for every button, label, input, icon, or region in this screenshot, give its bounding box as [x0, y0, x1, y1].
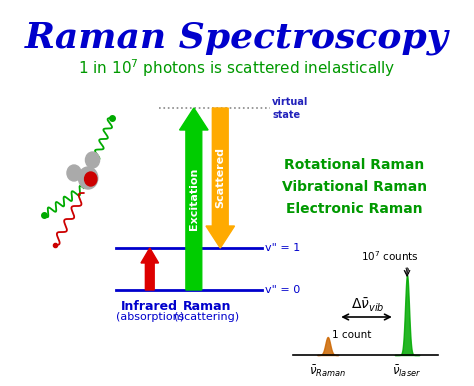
Text: Infrared: Infrared: [121, 300, 178, 313]
Text: $\bar{\nu}_{laser}$: $\bar{\nu}_{laser}$: [392, 363, 421, 379]
Text: $\bar{\nu}_{Raman}$: $\bar{\nu}_{Raman}$: [309, 363, 346, 379]
Text: Raman Spectroscopy: Raman Spectroscopy: [25, 21, 449, 55]
Text: (scattering): (scattering): [174, 312, 240, 322]
Text: 1 in 10$^7$ photons is scattered inelastically: 1 in 10$^7$ photons is scattered inelast…: [78, 57, 396, 79]
Text: Electronic Raman: Electronic Raman: [286, 202, 422, 216]
Circle shape: [67, 165, 81, 181]
Text: Vibrational Raman: Vibrational Raman: [282, 180, 427, 194]
Text: Excitation: Excitation: [189, 168, 199, 230]
Circle shape: [78, 167, 98, 189]
Text: v" = 1: v" = 1: [265, 243, 301, 253]
FancyArrow shape: [141, 248, 159, 290]
Text: 1 count: 1 count: [332, 330, 372, 340]
Text: virtual: virtual: [272, 97, 309, 107]
Text: v" = 0: v" = 0: [265, 285, 301, 295]
Text: $\Delta\bar{\nu}_{vib}$: $\Delta\bar{\nu}_{vib}$: [351, 297, 384, 314]
Circle shape: [84, 172, 97, 186]
Text: (absorption): (absorption): [116, 312, 184, 322]
FancyArrow shape: [180, 108, 208, 290]
Text: state: state: [272, 110, 301, 120]
FancyArrow shape: [206, 108, 235, 248]
Text: ≈: ≈: [402, 265, 412, 273]
Text: Rotational Raman: Rotational Raman: [284, 158, 424, 172]
Text: 10$^7$ counts: 10$^7$ counts: [361, 249, 419, 263]
Text: Raman: Raman: [183, 300, 231, 313]
Circle shape: [85, 152, 100, 168]
Text: Scattered: Scattered: [215, 147, 225, 208]
